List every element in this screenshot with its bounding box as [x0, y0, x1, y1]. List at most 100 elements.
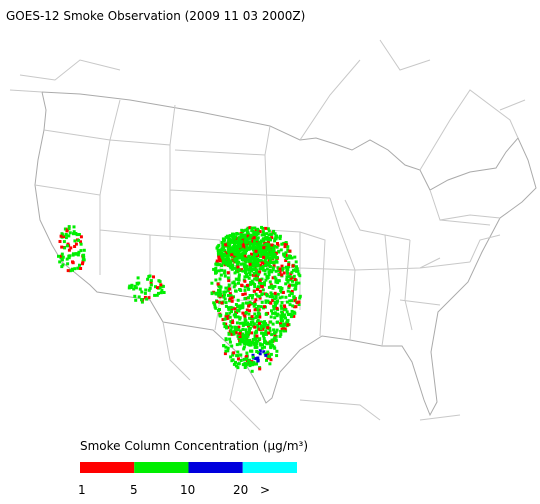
smoke-pixel [273, 346, 277, 350]
smoke-pixel [223, 252, 226, 256]
smoke-pixel [236, 362, 240, 366]
smoke-pixel [248, 236, 252, 240]
smoke-pixel [282, 329, 286, 333]
smoke-pixel [219, 273, 223, 277]
smoke-pixel [278, 237, 282, 241]
smoke-pixel [246, 232, 250, 236]
smoke-pixel [284, 253, 288, 257]
smoke-pixel [66, 262, 70, 266]
smoke-pixel [231, 321, 235, 324]
smoke-pixel [253, 277, 257, 281]
smoke-pixel [253, 226, 257, 230]
smoke-pixel [238, 332, 242, 335]
smoke-pixel [217, 288, 220, 292]
smoke-pixel [265, 232, 269, 236]
smoke-pixel [270, 236, 274, 240]
smoke-pixel [243, 297, 247, 301]
smoke-pixel [276, 299, 279, 303]
smoke-pixel [271, 344, 274, 348]
smoke-pixel [262, 331, 266, 335]
smoke-pixel [273, 331, 276, 335]
smoke-pixel [237, 273, 241, 277]
smoke-pixel [231, 265, 235, 269]
smoke-pixel [270, 333, 274, 337]
legend-tick-label: 10 [180, 483, 195, 497]
smoke-pixel [263, 352, 267, 356]
smoke-pixel [73, 267, 77, 271]
smoke-pixel [268, 258, 272, 262]
legend: 1 5 10 20 > [78, 462, 297, 497]
smoke-pixel [280, 306, 284, 310]
smoke-pixel [283, 308, 287, 312]
smoke-pixel [293, 278, 297, 281]
smoke-pixel [248, 361, 252, 364]
smoke-pixel [65, 228, 69, 232]
smoke-pixel [222, 271, 226, 275]
smoke-pixel [268, 362, 272, 366]
smoke-pixel [77, 250, 81, 254]
smoke-pixel [274, 330, 278, 334]
smoke-pixel [74, 252, 78, 256]
smoke-pixel [248, 244, 252, 248]
smoke-pixel [288, 312, 292, 316]
smoke-pixel [252, 251, 256, 255]
smoke-pixel [273, 333, 277, 337]
smoke-pixel [259, 259, 263, 262]
smoke-pixel [250, 302, 254, 306]
smoke-pixel [248, 364, 252, 368]
smoke-pixel [268, 256, 272, 260]
smoke-pixel [252, 255, 256, 259]
smoke-pixel [236, 262, 240, 266]
smoke-pixel [82, 248, 86, 252]
smoke-pixel [253, 312, 257, 316]
smoke-pixel [256, 339, 260, 343]
smoke-pixel [255, 247, 259, 251]
smoke-pixel [254, 237, 258, 241]
smoke-pixel [287, 261, 291, 265]
smoke-pixel [60, 265, 64, 269]
smoke-pixel [244, 342, 248, 346]
smoke-pixel [265, 292, 268, 296]
smoke-pixel [257, 281, 261, 285]
smoke-pixel [214, 271, 218, 275]
smoke-pixel [134, 298, 138, 302]
canada-lines [9, 39, 526, 171]
smoke-pixel [258, 349, 262, 353]
smoke-pixel [271, 295, 275, 299]
smoke-pixel [66, 242, 70, 246]
smoke-pixel [257, 245, 261, 249]
smoke-pixel [226, 346, 230, 350]
smoke-pixel [257, 259, 260, 262]
smoke-pixel [238, 321, 242, 325]
smoke-pixel [250, 315, 254, 319]
smoke-pixel [226, 249, 230, 253]
smoke-pixel [237, 304, 241, 308]
smoke-pixel [274, 293, 278, 297]
smoke-pixel [295, 301, 299, 305]
smoke-pixel [238, 236, 241, 240]
smoke-pixel [234, 269, 238, 273]
smoke-pixel [262, 262, 266, 266]
smoke-pixel [246, 267, 250, 271]
smoke-pixel [212, 267, 216, 271]
smoke-pixel [265, 251, 269, 255]
smoke-pixel [258, 249, 262, 253]
smoke-pixel [259, 266, 263, 270]
smoke-pixel [292, 314, 296, 318]
smoke-pixel [215, 259, 219, 263]
smoke-pixel [242, 336, 246, 340]
smoke-pixel [61, 263, 65, 267]
smoke-pixel [273, 239, 277, 243]
smoke-pixel [276, 266, 280, 270]
smoke-pixel [234, 364, 238, 368]
smoke-pixel [218, 314, 222, 318]
smoke-pixel [281, 267, 285, 271]
smoke-pixel [234, 277, 238, 281]
smoke-pixel [240, 338, 244, 341]
smoke-pixel [127, 286, 131, 290]
smoke-pixel [241, 311, 245, 315]
smoke-pixel [277, 286, 281, 290]
smoke-pixel [257, 240, 261, 244]
smoke-pixel [239, 236, 243, 240]
smoke-pixel [250, 252, 253, 256]
